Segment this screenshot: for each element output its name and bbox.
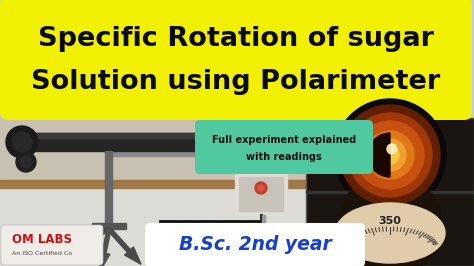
FancyBboxPatch shape (0, 0, 472, 120)
FancyBboxPatch shape (195, 120, 373, 174)
Text: Specific Rotation of sugar: Specific Rotation of sugar (38, 26, 434, 52)
Circle shape (366, 131, 414, 179)
Circle shape (6, 126, 38, 158)
Circle shape (12, 132, 32, 152)
Text: Solution using Polarimeter: Solution using Polarimeter (31, 69, 441, 95)
FancyArrow shape (53, 227, 110, 257)
Bar (306, 191, 474, 193)
Circle shape (387, 144, 397, 154)
Bar (92, 223, 126, 229)
Ellipse shape (335, 203, 445, 263)
Text: Full experiment explained: Full experiment explained (212, 135, 356, 146)
Text: OM LABS: OM LABS (12, 233, 72, 246)
Circle shape (334, 99, 446, 211)
Text: An ISO Certified Co: An ISO Certified Co (12, 251, 72, 256)
FancyArrow shape (98, 228, 111, 266)
FancyBboxPatch shape (1, 225, 103, 265)
FancyBboxPatch shape (145, 223, 365, 266)
Bar (105, 151, 112, 226)
Circle shape (20, 156, 32, 168)
Circle shape (16, 152, 36, 172)
Text: with readings: with readings (246, 152, 322, 162)
Text: B.Sc. 2nd year: B.Sc. 2nd year (179, 235, 331, 255)
Circle shape (381, 146, 399, 164)
Bar (239, 177, 283, 211)
Bar (108, 151, 263, 156)
Text: 350: 350 (379, 216, 401, 226)
Wedge shape (368, 133, 390, 177)
Bar (20, 133, 260, 151)
Bar (262, 215, 265, 265)
Circle shape (340, 105, 440, 205)
Bar (0, 180, 310, 188)
Circle shape (348, 113, 432, 197)
Circle shape (338, 173, 442, 266)
Bar (0, 118, 474, 189)
FancyArrow shape (108, 228, 141, 264)
Bar (0, 189, 474, 266)
Circle shape (258, 185, 264, 191)
Circle shape (255, 182, 267, 194)
Bar (235, 173, 287, 215)
Circle shape (374, 139, 406, 171)
Bar (255, 130, 270, 154)
Bar (20, 133, 260, 138)
FancyBboxPatch shape (306, 118, 474, 266)
Circle shape (356, 121, 424, 189)
